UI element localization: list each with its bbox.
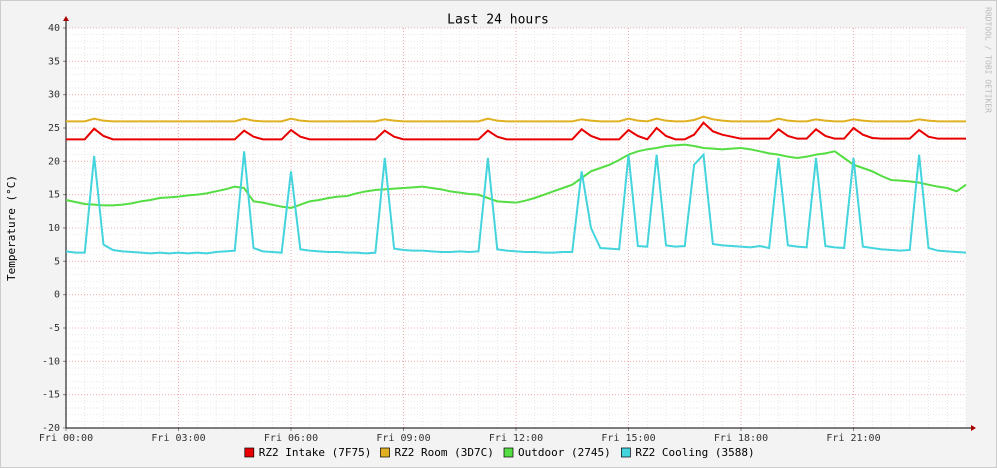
chart-title: Last 24 hours xyxy=(447,13,549,28)
y-tick-label: -5 xyxy=(48,323,60,334)
y-tick-label: 20 xyxy=(48,156,60,167)
x-tick-label: Fri 12:00 xyxy=(489,433,543,444)
legend-label: RZ2 Intake (7F75) xyxy=(259,446,372,459)
y-axis-label: Temperature (°C) xyxy=(5,175,18,281)
y-tick-label: 10 xyxy=(48,223,60,234)
legend-swatch xyxy=(244,447,255,458)
y-tick-label: -10 xyxy=(42,356,60,367)
x-tick-label: Fri 03:00 xyxy=(151,433,205,444)
x-tick-label: Fri 09:00 xyxy=(376,433,430,444)
legend-label: RZ2 Room (3D7C) xyxy=(395,446,494,459)
series-line xyxy=(65,143,967,210)
series-line xyxy=(66,115,966,123)
axis-arrow xyxy=(63,16,69,21)
series-line xyxy=(65,151,967,255)
y-tick-label: 0 xyxy=(54,290,60,301)
y-tick-label: 25 xyxy=(48,123,60,134)
legend-swatch xyxy=(380,447,390,458)
y-tick-label: 40 xyxy=(48,23,60,34)
y-tick-label: 30 xyxy=(48,90,60,101)
x-tick-label: Fri 15:00 xyxy=(601,433,655,444)
watermark: RRDTOOL / TOBI OETIKER xyxy=(984,7,993,113)
y-tick-label: -20 xyxy=(42,423,60,434)
legend-label: RZ2 Cooling (3588) xyxy=(635,446,754,459)
y-tick-label: -15 xyxy=(42,390,60,401)
legend-swatch xyxy=(621,447,631,458)
legend-label: Outdoor (2745) xyxy=(518,446,611,459)
x-tick-label: Fri 00:00 xyxy=(39,433,93,444)
x-tick-label: Fri 06:00 xyxy=(264,433,318,444)
y-tick-label: 5 xyxy=(54,256,60,267)
x-tick-label: Fri 18:00 xyxy=(714,433,768,444)
y-tick-label: 15 xyxy=(48,190,60,201)
y-tick-label: 35 xyxy=(48,56,60,67)
legend-swatch xyxy=(503,447,514,458)
axis-arrow xyxy=(971,425,976,431)
x-tick-label: Fri 21:00 xyxy=(826,433,880,444)
series-line xyxy=(66,121,966,141)
